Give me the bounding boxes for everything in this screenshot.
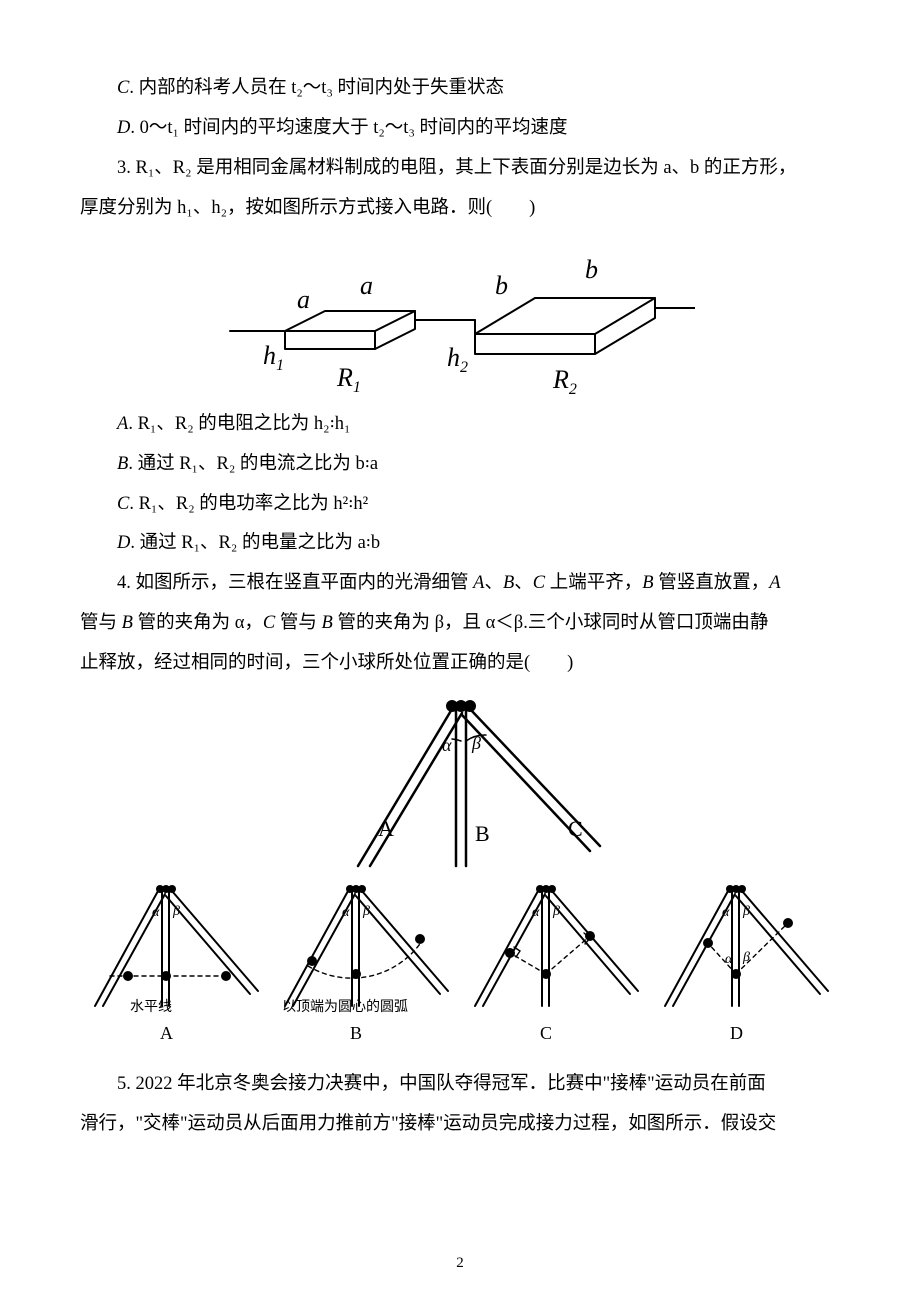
q3-option-a-text: R₁、R₂ 的电阻之比为 h₂꞉h₁ — [138, 414, 351, 434]
q3-option-c: C. R₁、R₂ 的电功率之比为 h²꞉h² — [80, 486, 840, 524]
svg-text:β: β — [362, 904, 370, 919]
q4-optB-caption: 以顶端为圆心的圆弧 — [282, 999, 408, 1015]
svg-text:β: β — [552, 904, 560, 919]
q4-angle-beta: β — [471, 733, 481, 753]
q4-optA-caption: 水平线 — [130, 999, 172, 1015]
svg-text:β: β — [742, 904, 750, 919]
q3-fig-r1: R1 — [336, 363, 361, 396]
q4-optD-label: D — [730, 1023, 743, 1043]
svg-text:β: β — [742, 950, 750, 965]
q3-option-b-text: 通过 R₁、R₂ 的电流之比为 b꞉a — [138, 454, 379, 474]
svg-text:α: α — [725, 952, 733, 967]
svg-text:α: α — [152, 905, 160, 920]
q3-option-d-text: 通过 R₁、R₂ 的电量之比为 a꞉b — [140, 533, 381, 553]
page-number: 2 — [0, 1255, 920, 1272]
prev-option-c: C. 内部的科考人员在 t₂～t₃ 时间内处于失重状态 — [80, 70, 840, 108]
svg-text:α: α — [722, 905, 730, 920]
q4-option-figures: αβ 水平线 A — [80, 881, 840, 1056]
q4-stem-line1: 4. 如图所示，三根在竖直平面内的光滑细管 A、B、C 上端平齐，B 管竖直放置… — [80, 565, 840, 603]
q4-angle-alpha: α — [442, 735, 452, 755]
q4-stem-line2: 管与 B 管的夹角为 α，C 管与 B 管的夹角为 β，且 α＜β.三个小球同时… — [80, 605, 840, 643]
q3-fig-h2: h2 — [447, 343, 468, 376]
q4-optB-label: B — [350, 1023, 362, 1043]
prev-option-c-text: 内部的科考人员在 t₂～t₃ 时间内处于失重状态 — [139, 78, 504, 98]
q4-optA-label: A — [160, 1023, 173, 1043]
q4-stem-line3: 止释放，经过相同的时间，三个小球所处位置正确的是( ) — [80, 645, 840, 683]
svg-text:α: α — [532, 905, 540, 920]
q4-tube-b: B — [475, 821, 490, 846]
q5-stem-line1: 5. 2022 年北京冬奥会接力决赛中，中国队夺得冠军．比赛中"接棒"运动员在前… — [80, 1066, 840, 1104]
q3-option-a: A. R₁、R₂ 的电阻之比为 h₂꞉h₁ — [80, 406, 840, 444]
q3-option-b: B. 通过 R₁、R₂ 的电流之比为 b꞉a — [80, 446, 840, 484]
page: C. 内部的科考人员在 t₂～t₃ 时间内处于失重状态 D. 0～t₁ 时间内的… — [0, 0, 920, 1302]
q3-fig-h1: h1 — [263, 341, 284, 374]
q3-option-c-text: R₁、R₂ 的电功率之比为 h²꞉h² — [139, 494, 369, 514]
prev-option-d-text: 0～t₁ 时间内的平均速度大于 t₂～t₃ 时间内的平均速度 — [140, 118, 568, 138]
q4-tube-a: A — [378, 816, 394, 841]
prev-option-d: D. 0～t₁ 时间内的平均速度大于 t₂～t₃ 时间内的平均速度 — [80, 110, 840, 148]
q3-stem-line1: 3. R₁、R₂ 是用相同金属材料制成的电阻，其上下表面分别是边长为 a、b 的… — [80, 150, 840, 188]
q3-fig-r2: R2 — [552, 365, 577, 396]
q3-stem-line2: 厚度分别为 h₁、h₂，按如图所示方式接入电路．则( ) — [80, 190, 840, 228]
q4-main-figure: α β A B C — [80, 691, 840, 871]
q4-optC-label: C — [540, 1023, 552, 1043]
q3-fig-a-side: a — [297, 285, 310, 314]
q4-tube-c: C — [568, 816, 583, 841]
q3-figure: a a h1 R1 b b h2 R2 — [80, 236, 840, 396]
svg-text:α: α — [342, 905, 350, 920]
q3-option-d: D. 通过 R₁、R₂ 的电量之比为 a꞉b — [80, 525, 840, 563]
svg-text:β: β — [172, 904, 180, 919]
q3-fig-b-side: b — [495, 271, 508, 300]
q3-fig-b-top: b — [585, 255, 598, 284]
q3-fig-a-top: a — [360, 271, 373, 300]
q5-stem-line2: 滑行，"交棒"运动员从后面用力推前方"接棒"运动员完成接力过程，如图所示．假设交 — [80, 1106, 840, 1144]
